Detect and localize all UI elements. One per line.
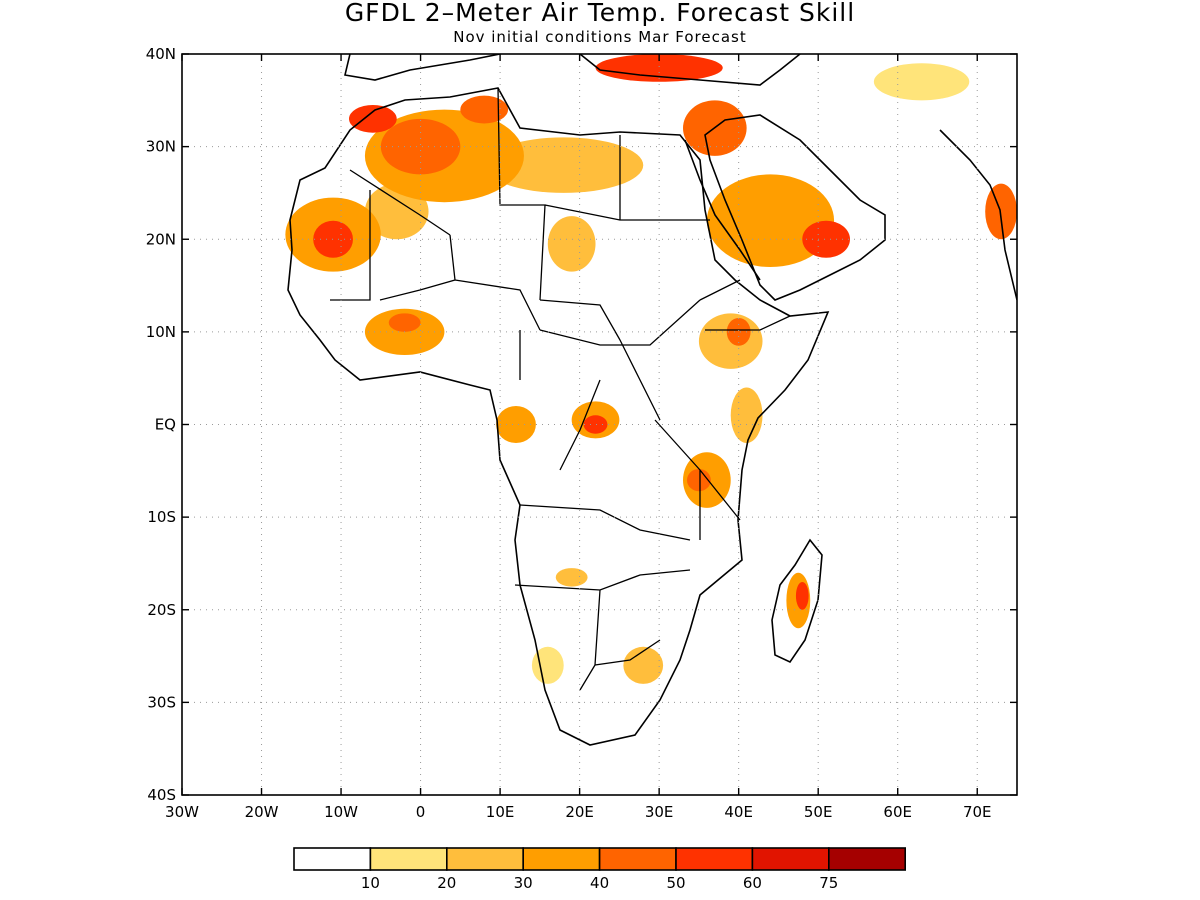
- arabia-coastline: [704, 114, 886, 301]
- country-borders: [330, 87, 791, 691]
- colorbar-label: 75: [819, 874, 838, 892]
- colorbar-swatch: [827, 847, 906, 871]
- skill-region-india-west: [985, 183, 1017, 240]
- lat-tick-label: 30N: [146, 138, 176, 156]
- colorbar-label: 40: [590, 874, 609, 892]
- colorbar-label: 30: [514, 874, 533, 892]
- africa-coastline: [287, 87, 830, 746]
- lon-tick-label: 30E: [645, 803, 674, 821]
- map-axes: 30W 20W 10W 0 10E 20E 30E 40E 50E 60E 70E 40N 30N 20N…: [146, 45, 1017, 821]
- colorbar-swatch: [369, 847, 448, 871]
- coastlines: [287, 54, 1017, 746]
- skill-region-namibia: [555, 568, 588, 587]
- skill-region-mauritania-core: [313, 220, 353, 258]
- lat-tick-label: 20S: [147, 601, 176, 619]
- europe-coast: [344, 54, 801, 86]
- lon-tick-label: 50E: [804, 803, 833, 821]
- skill-region-gabon: [496, 405, 536, 444]
- skill-region-tunisia-east: [460, 95, 509, 124]
- colorbar-label: 60: [743, 874, 762, 892]
- lat-tick-label: 20N: [146, 230, 176, 248]
- map-subtitle: Nov initial conditions Mar Forecast: [453, 28, 747, 46]
- colorbar-swatch: [293, 847, 372, 871]
- skill-region-arabia-south: [802, 220, 851, 258]
- lat-tick-label: EQ: [155, 416, 176, 434]
- lon-tick-label: 70E: [963, 803, 992, 821]
- lon-tick-label: 10E: [486, 803, 515, 821]
- map-title: GFDL 2–Meter Air Temp. Forecast Skill: [344, 0, 856, 27]
- skill-region-south-africa-east: [623, 646, 664, 684]
- skill-region-arabia-central: [706, 174, 835, 268]
- madagascar-coastline: [771, 538, 823, 664]
- colorbar-label: 10: [361, 874, 380, 892]
- lat-tick-label: 30S: [147, 693, 176, 711]
- colorbar-label: 50: [666, 874, 685, 892]
- colorbar-legend: 10 20 30 40 50 60 75: [293, 847, 906, 892]
- lon-tick-label: 20W: [245, 803, 279, 821]
- skill-region-congo-core: [583, 415, 608, 434]
- colorbar-swatch: [598, 847, 677, 871]
- lon-tick-label: 60E: [883, 803, 912, 821]
- skill-region-madagascar-core: [795, 581, 809, 610]
- lat-tick-label: 10S: [147, 508, 176, 526]
- colorbar-label: 20: [437, 874, 456, 892]
- skill-region-algeria-core: [380, 118, 461, 175]
- colorbar-swatch: [445, 847, 524, 871]
- lon-tick-label: 10W: [324, 803, 358, 821]
- skill-region-iran: [873, 63, 970, 101]
- lat-tick-label: 40N: [146, 45, 176, 63]
- skill-region-kenya-coast: [730, 387, 763, 444]
- india-coast: [939, 129, 1017, 301]
- colorbar-swatch: [522, 847, 601, 871]
- lon-tick-label: 0: [416, 803, 426, 821]
- lon-tick-label: 20E: [565, 803, 594, 821]
- skill-region-ethiopia-core: [726, 317, 751, 346]
- skill-region-ghana-core: [388, 313, 421, 332]
- colorbar-swatch: [675, 847, 754, 871]
- skill-region-tanzania-core: [686, 468, 711, 492]
- skill-region-morocco-coast: [349, 104, 397, 133]
- skill-region-botswana-west: [531, 646, 564, 684]
- lat-tick-label: 40S: [147, 786, 176, 804]
- lon-tick-label: 40E: [724, 803, 753, 821]
- colorbar-swatch: [751, 847, 830, 871]
- skill-shading: [285, 54, 1017, 684]
- border-lines: [330, 87, 791, 691]
- lat-tick-label: 10N: [146, 323, 176, 341]
- skill-region-chad-sudan: [547, 216, 596, 272]
- lon-tick-label: 30W: [165, 803, 199, 821]
- skill-region-libya-egypt-strip: [484, 137, 644, 193]
- skill-region-mediterranean-north: [595, 54, 723, 82]
- red-sea: [684, 139, 761, 281]
